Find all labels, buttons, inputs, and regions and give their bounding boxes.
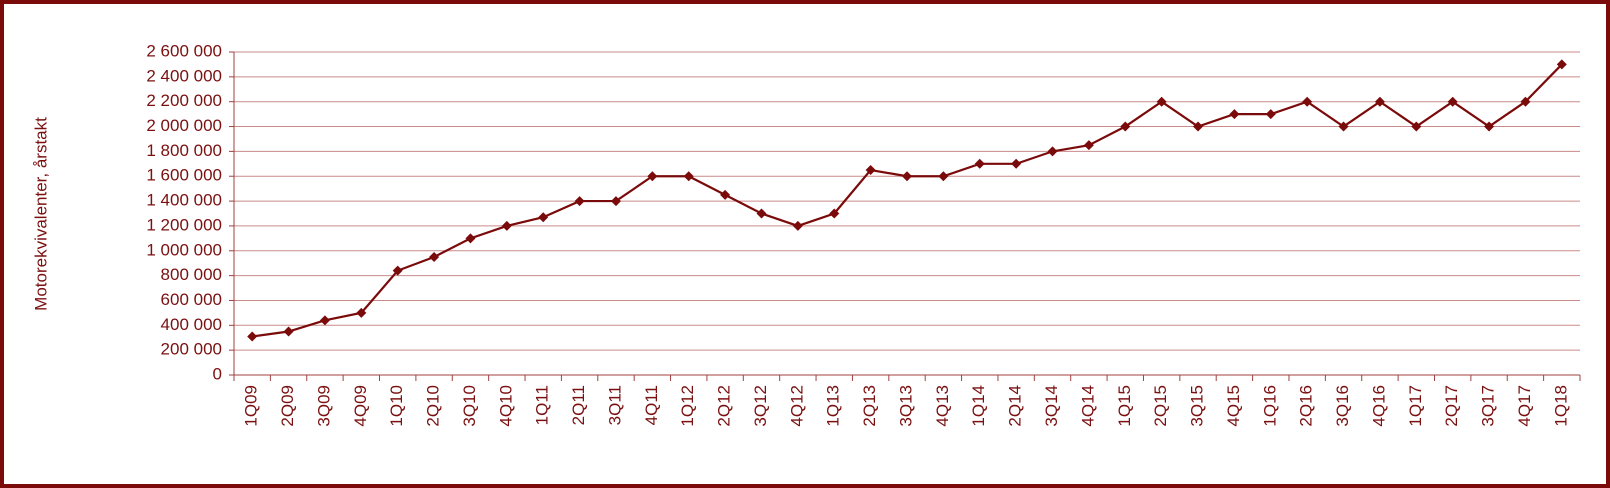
x-tick-label: 4Q11 [642, 385, 661, 425]
marker [1302, 96, 1313, 107]
y-tick-label: 2 600 000 [146, 41, 222, 60]
marker [1083, 140, 1094, 151]
marker [1484, 121, 1495, 132]
x-tick-label: 1Q10 [387, 385, 406, 427]
x-tick-label: 4Q14 [1078, 385, 1097, 427]
marker [647, 171, 658, 182]
x-tick-label: 2Q11 [569, 385, 588, 425]
marker [1011, 158, 1022, 169]
marker [1047, 146, 1058, 157]
x-tick-label: 1Q14 [969, 385, 988, 427]
x-tick-label: 3Q17 [1479, 385, 1498, 427]
x-tick-label: 2Q13 [860, 385, 879, 427]
marker [501, 220, 512, 231]
x-tick-label: 1Q12 [678, 385, 697, 427]
x-tick-label: 3Q14 [1042, 385, 1061, 427]
marker [683, 171, 694, 182]
marker [1338, 121, 1349, 132]
x-tick-label: 4Q16 [1369, 385, 1388, 427]
x-tick-label: 3Q10 [460, 385, 479, 427]
x-tick-label: 2Q12 [715, 385, 734, 427]
x-tick-label: 1Q13 [824, 385, 843, 427]
marker [1374, 96, 1385, 107]
x-tick-label: 4Q09 [351, 385, 370, 427]
marker [974, 158, 985, 169]
marker [356, 307, 367, 318]
y-tick-label: 2 000 000 [146, 116, 222, 135]
marker [574, 196, 585, 207]
y-tick-label: 1 200 000 [146, 215, 222, 234]
marker [1265, 109, 1276, 120]
x-tick-label: 2Q14 [1006, 385, 1025, 427]
y-tick-label: 400 000 [161, 315, 222, 334]
y-tick-label: 1 800 000 [146, 141, 222, 160]
marker [829, 208, 840, 219]
x-tick-label: 1Q09 [242, 385, 261, 427]
marker [538, 212, 549, 223]
y-tick-label: 200 000 [161, 340, 222, 359]
y-tick-label: 2 400 000 [146, 66, 222, 85]
marker [720, 189, 731, 200]
x-tick-label: 1Q17 [1406, 385, 1425, 427]
x-tick-label: 4Q13 [933, 385, 952, 427]
x-tick-label: 4Q10 [496, 385, 515, 427]
y-tick-label: 600 000 [161, 290, 222, 309]
marker [1193, 121, 1204, 132]
x-tick-label: 4Q17 [1515, 385, 1534, 427]
marker [756, 208, 767, 219]
y-tick-label: 800 000 [161, 265, 222, 284]
x-tick-label: 1Q11 [533, 385, 552, 425]
y-tick-label: 1 000 000 [146, 240, 222, 259]
marker [283, 326, 294, 337]
marker [902, 171, 912, 182]
x-tick-label: 2Q16 [1297, 385, 1316, 427]
x-tick-label: 1Q18 [1551, 385, 1570, 427]
x-tick-label: 2Q17 [1442, 385, 1461, 427]
x-tick-label: 3Q16 [1333, 385, 1352, 427]
x-tick-label: 3Q12 [751, 385, 770, 427]
x-tick-label: 4Q15 [1224, 385, 1243, 427]
x-tick-label: 2Q09 [278, 385, 297, 427]
marker [792, 220, 803, 231]
marker [1556, 59, 1567, 70]
marker [1156, 96, 1167, 107]
y-axis-title: Motorekvivalenter, årstakt [31, 117, 50, 311]
marker [319, 315, 330, 326]
x-tick-label: 1Q15 [1115, 385, 1134, 427]
x-tick-label: 1Q16 [1260, 385, 1279, 427]
marker [429, 251, 440, 262]
x-tick-label: 3Q15 [1188, 385, 1207, 427]
marker [610, 196, 621, 207]
x-tick-label: 4Q12 [787, 385, 806, 427]
marker [1520, 96, 1531, 107]
y-tick-label: 1 400 000 [146, 191, 222, 210]
x-tick-label: 2Q15 [1151, 385, 1170, 427]
marker [938, 171, 949, 182]
marker [1120, 121, 1131, 132]
x-tick-label: 3Q09 [314, 385, 333, 427]
marker [465, 233, 476, 244]
y-tick-label: 2 200 000 [146, 91, 222, 110]
x-tick-label: 3Q11 [605, 385, 624, 425]
marker [247, 331, 258, 342]
marker [392, 265, 403, 276]
marker [865, 165, 876, 176]
y-tick-label: 1 600 000 [146, 166, 222, 185]
x-tick-label: 2Q10 [424, 385, 443, 427]
marker [1447, 96, 1458, 107]
y-tick-label: 0 [213, 364, 222, 383]
marker [1229, 109, 1240, 120]
marker [1411, 121, 1422, 132]
x-tick-label: 3Q13 [896, 385, 915, 427]
